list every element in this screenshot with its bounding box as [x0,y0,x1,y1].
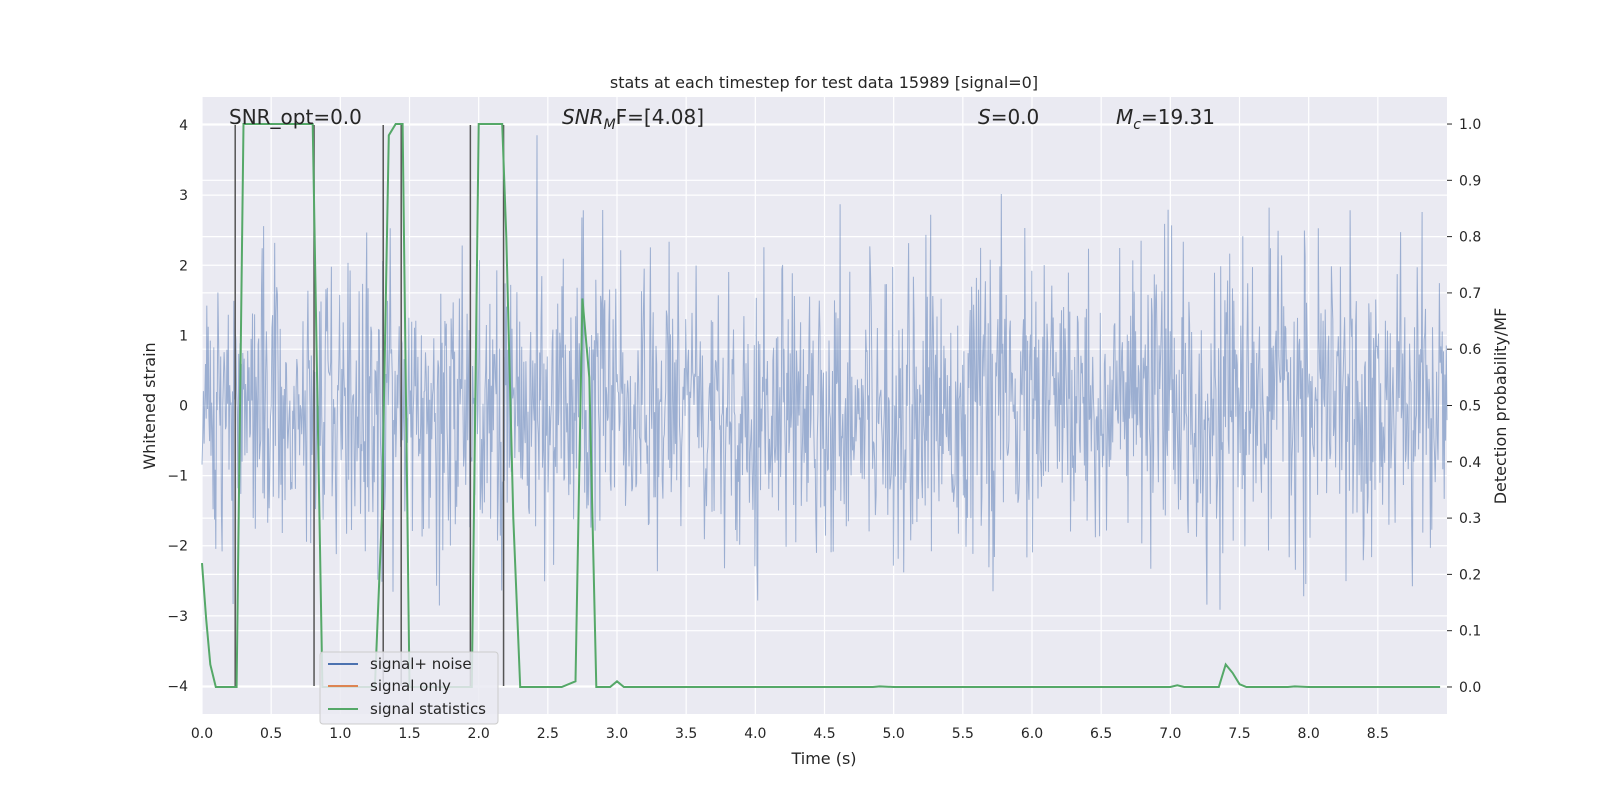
x-tick-label: 0.5 [260,726,282,742]
legend: signal+ noise signal only signal statist… [319,651,499,725]
y-tick-label: 2 [179,258,188,274]
annotation-snr-mf: SNRMF=[4.08] [562,105,704,133]
x-tick-label: 1.0 [329,726,351,742]
x-tick-label: 6.0 [1021,726,1043,742]
y-axis-label: Whitened strain [140,342,159,469]
x-tick-label: 2.5 [537,726,559,742]
x-tick-label: 2.0 [468,726,490,742]
annotation-s: S=0.0 [978,105,1039,129]
y-tick-label: −2 [167,539,188,555]
y-right-tick-label: 0.4 [1459,455,1481,471]
x-tick-labels: 0.0 0.5 1.0 1.5 2.0 2.5 3.0 3.5 4.0 4.5 5.0 5.5 6.0 6… [191,726,1389,742]
y-right-tick-label: 0.3 [1459,511,1481,527]
annotation-mc-sub: c [1133,117,1141,133]
x-tick-label: 4.0 [744,726,766,742]
x-tick-label: 1.5 [398,726,420,742]
y-right-tick-label: 1.0 [1459,117,1481,133]
x-tick-label: 3.5 [675,726,697,742]
y-tick-label: −4 [167,679,188,695]
x-tick-label: 4.5 [813,726,835,742]
x-tick-label: 5.5 [952,726,974,742]
y-axis-right-label: Detection probability/MF [1491,308,1510,505]
x-tick-label: 0.0 [191,726,213,742]
x-tick-label: 8.0 [1298,726,1320,742]
annotation-mc: Mc=19.31 [1116,105,1215,133]
x-tick-label: 7.5 [1228,726,1250,742]
annotation-mc-rest: =19.31 [1141,105,1215,129]
annotation-mc-sym: M [1116,105,1133,129]
signal-statistics-line [201,123,1441,688]
legend-label-signal-only: signal only [370,677,451,695]
legend-box [319,651,499,725]
y-right-tick-label: 0.5 [1459,399,1481,415]
x-tick-label: 3.0 [606,726,628,742]
x-tick-label: 8.5 [1367,726,1389,742]
signal-noise-series [201,135,1448,610]
y-right-tick-label: 0.0 [1459,680,1481,696]
annotation-s-rest: =0.0 [991,105,1040,129]
y-tick-label: −3 [167,609,188,625]
y-right-tick-label: 0.6 [1459,342,1481,358]
y-right-tick-labels: 0.0 0.1 0.2 0.3 0.4 0.5 0.6 0.7 0.8 0.9 1.0 [1447,117,1481,696]
x-tick-label: 6.5 [1090,726,1112,742]
annotation-snr-opt: SNR_opt=0.0 [229,105,362,129]
annotation-snr-mf-rest: F=[4.08] [616,105,704,129]
annotation-s-sym: S [978,105,991,129]
y-tick-label: 3 [179,188,188,204]
y-tick-labels: −4 −3 −2 −1 0 1 2 3 4 [167,118,188,695]
legend-label-noise: signal+ noise [370,655,472,673]
y-tick-label: −1 [167,469,188,485]
y-tick-label: 4 [179,118,188,134]
y-right-tick-label: 0.8 [1459,230,1481,246]
y-tick-label: 1 [179,328,188,344]
annotation-snr-mf-sub: M [604,117,616,133]
y-right-tick-label: 0.7 [1459,286,1481,302]
y-right-tick-label: 0.9 [1459,173,1481,189]
y-right-tick-label: 0.2 [1459,567,1481,583]
annotation-snr-mf-base: SNR [562,105,604,129]
legend-label-statistics: signal statistics [370,700,486,718]
chart-title: stats at each timestep for test data 159… [610,73,1038,92]
x-axis-label: Time (s) [790,749,856,768]
y-right-tick-label: 0.1 [1459,624,1481,640]
signal-noise-line [201,135,1448,610]
signal-statistics-series [201,123,1441,688]
x-tick-label: 7.0 [1159,726,1181,742]
y-tick-label: 0 [179,399,188,415]
x-tick-label: 5.0 [883,726,905,742]
